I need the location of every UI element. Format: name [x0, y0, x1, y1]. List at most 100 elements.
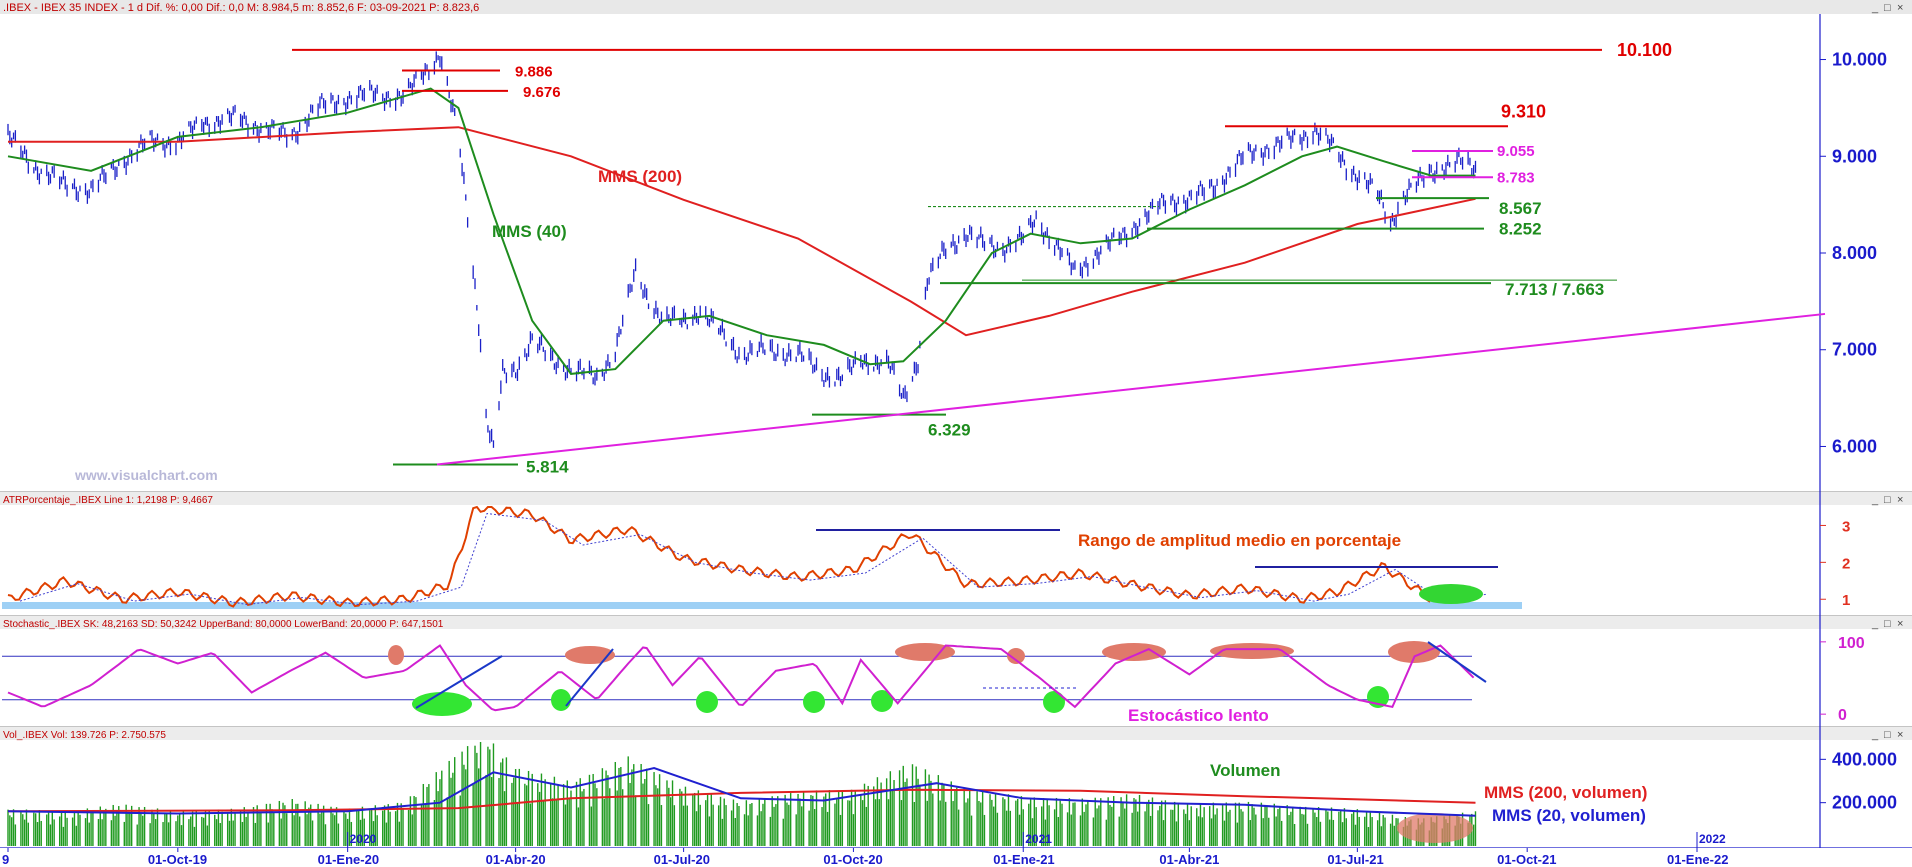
restore-icon[interactable]: □ [1884, 2, 1891, 14]
volume-bar [847, 800, 849, 846]
volume-bar [852, 814, 855, 846]
volume-bar [1042, 798, 1045, 846]
volume-bar [498, 778, 500, 846]
volume-bar [1138, 794, 1141, 846]
stoch-close-icon[interactable]: × [1897, 618, 1903, 630]
volume-bar [479, 742, 482, 846]
level-label: 5.814 [526, 457, 569, 476]
volume-bar [396, 802, 399, 846]
volume-bar [513, 777, 515, 846]
volume-bar [215, 819, 218, 846]
volume-bar [1183, 809, 1185, 846]
volume-bar [1196, 808, 1198, 846]
volume-bar [1105, 819, 1108, 846]
atr-restore-icon[interactable]: □ [1884, 494, 1891, 506]
volume-bar [228, 820, 231, 846]
volume-bar [322, 805, 325, 846]
volume-bar [529, 803, 532, 846]
volume-bar [911, 764, 914, 846]
volume-bar [127, 813, 129, 846]
volume-bar [658, 774, 661, 846]
volume-bar [1340, 810, 1342, 846]
volume-bar [1118, 816, 1120, 846]
level-label: 9.055 [1497, 143, 1535, 160]
volume-bar [1279, 806, 1281, 846]
volume-bar [577, 807, 580, 846]
level-label: 9.310 [1501, 101, 1546, 121]
stoch-minimize-icon[interactable]: _ [1871, 618, 1879, 630]
volume-bar [588, 774, 591, 846]
volume-bar [151, 809, 153, 846]
volume-bar [361, 806, 364, 846]
volume-panel: 400.000 200.000 Volumen MMS (200, volumen… [7, 742, 1897, 846]
volume-bar [991, 799, 993, 846]
volume-bar [797, 793, 799, 846]
volume-bar [926, 800, 928, 846]
volume-bar [66, 817, 68, 846]
volume-bar [590, 806, 593, 846]
volume-bar [321, 811, 323, 846]
x-tick-label: 01-Ene-21 [993, 852, 1054, 867]
minimize-icon[interactable]: _ [1871, 2, 1879, 14]
atr-highlight [1419, 584, 1483, 604]
close-icon[interactable]: × [1897, 2, 1903, 14]
volume-bar [1367, 827, 1370, 846]
volume-bar [116, 810, 118, 846]
volume-bar [583, 788, 585, 846]
volume-bar [1015, 800, 1017, 846]
volume-bar [118, 806, 120, 846]
volume-bar [269, 803, 271, 846]
volume-bar [195, 811, 197, 846]
volume-bar [202, 817, 205, 846]
volume-bar [219, 823, 221, 846]
price-header-bar [0, 0, 1912, 14]
volume-bar [260, 812, 262, 846]
volume-bar [295, 803, 297, 846]
volume-bar [1236, 822, 1239, 846]
volume-bar [540, 773, 543, 846]
volume-bar [1330, 807, 1333, 846]
x-tick-label: 01-Ene-20 [318, 852, 379, 867]
volume-bar [1055, 797, 1058, 846]
volume-bar [653, 772, 655, 846]
atr-minimize-icon[interactable]: _ [1871, 494, 1879, 506]
volume-bar [143, 806, 146, 846]
volume-bar [880, 782, 882, 846]
volume-bar [697, 790, 700, 846]
volume-bar [1173, 801, 1176, 846]
volume-bar [826, 811, 829, 846]
y-tick-label: 3 [1842, 518, 1850, 535]
volume-bar [1221, 804, 1224, 846]
volume-bar [1225, 802, 1227, 846]
volume-bar [705, 800, 707, 846]
volume-bar [906, 778, 908, 846]
stoch-trendline-1 [415, 655, 503, 709]
volume-bar [226, 812, 229, 846]
stoch-restore-icon[interactable]: □ [1884, 618, 1891, 630]
x-tick-label: 01-Oct-19 [148, 852, 207, 867]
volume-bar [243, 807, 245, 846]
volume-bar [1083, 811, 1085, 846]
volume-bar [40, 820, 42, 846]
vol-close-icon[interactable]: × [1897, 729, 1903, 741]
x-tick-label: 01-Jul-21 [1327, 852, 1383, 867]
volume-bar [101, 819, 103, 846]
vol-restore-icon[interactable]: □ [1884, 729, 1891, 741]
series-vol-mms200-line [7, 788, 1476, 813]
level-label: 9.676 [523, 84, 561, 101]
level-label: 8.783 [1497, 169, 1535, 186]
volume-bar [1146, 801, 1148, 846]
volume-bar [278, 800, 281, 846]
vol-y-axis: 400.000 200.000 [1820, 749, 1897, 813]
volume-bar [125, 804, 127, 846]
vol-minimize-icon[interactable]: _ [1871, 729, 1879, 741]
volume-bar [230, 808, 233, 846]
atr-panel: 3 2 1 Rango de amplitud medio en porcentaj… [2, 505, 1850, 609]
atr-close-icon[interactable]: × [1897, 494, 1903, 506]
volume-bar [1251, 804, 1253, 846]
series-mms40-line [7, 87, 1476, 375]
volume-bar [1057, 817, 1060, 846]
window-controls[interactable]: _ □ × _ □ × _ □ × _ □ × [1871, 2, 1903, 741]
volume-bar [1004, 799, 1006, 846]
